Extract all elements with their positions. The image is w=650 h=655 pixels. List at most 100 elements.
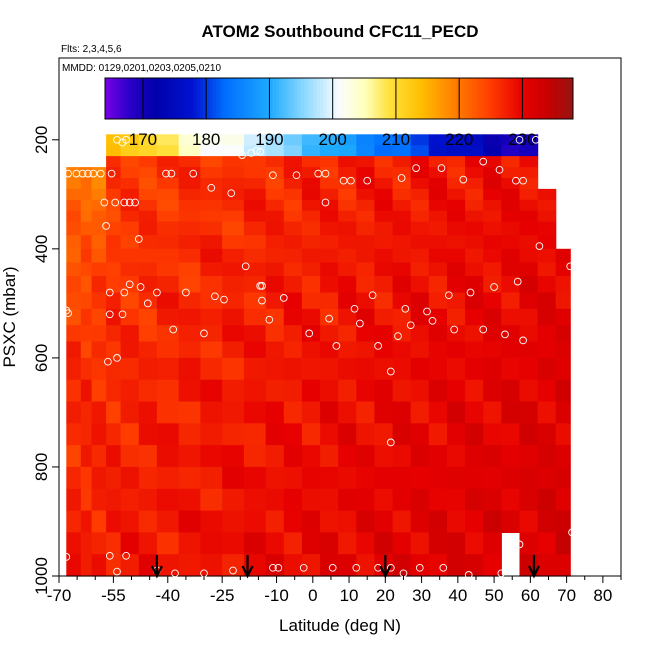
heatmap-cell [483,235,502,250]
sample-point [200,329,208,338]
heatmap-cell [222,401,245,424]
heatmap-cell [537,248,557,263]
heatmap-cell [447,134,466,146]
heatmap-cell [392,554,412,577]
sample-point [321,169,330,178]
sample-point [444,291,453,300]
colorbar-segment [433,78,438,119]
y-axis: 200 400 600 800 1000 [32,126,59,595]
heatmap-cell [555,401,571,424]
colorbar-segment [301,78,305,119]
heatmap-cell [356,445,375,468]
heatmap-cell [338,532,357,555]
heatmap-cell [301,510,321,533]
heatmap-cell [80,308,93,326]
colorbar-segment [484,78,489,119]
heatmap-cell [222,325,245,343]
sample-point [568,528,576,537]
heatmap-cell [537,379,557,403]
sample-point [72,169,81,178]
heatmap-cell [501,145,520,157]
heatmap-cell [156,379,180,403]
sample-point [531,135,540,144]
heatmap-cell [555,341,571,359]
heatmap-cell [447,325,466,343]
heatmap-cell [283,510,303,533]
sample-point [466,288,475,297]
x-axis: -70 -55 -40 -25 -10 0 10 20 30 40 50 60 70 80 [47,576,622,605]
heatmap-cell [356,188,375,201]
heatmap-cell [222,235,245,250]
heatmap-cell [178,262,202,277]
sample-point [386,367,395,376]
heatmap-cell [178,423,202,446]
heatmap-cell [410,379,430,403]
sample-point [64,309,72,318]
heatmap-cell [178,308,202,326]
heatmap-cell [91,488,107,512]
heatmap-cell [222,554,245,577]
heatmap-cell [519,134,539,146]
heatmap-cell [222,532,245,555]
heatmap-cell [410,325,430,343]
heatmap-cell [243,199,267,212]
sample-point [105,310,114,319]
heatmap-cell [222,488,245,512]
heatmap-cell [222,510,245,533]
dates-label: MMDD: 0129,0201,0203,0205,0210 [62,63,221,74]
heatmap-cell [178,134,202,146]
heatmap-cell [356,156,375,168]
heatmap-cell [447,167,466,179]
sample-point [229,566,237,575]
x-tick-label: -70 [47,586,72,605]
heatmap-cell [243,167,267,179]
heatmap-cell [428,308,448,326]
heatmap-cell [265,325,285,343]
heatmap-cell [120,292,140,310]
heatmap-cell [66,341,82,359]
heatmap-cell [301,210,321,223]
sample-point [171,569,179,578]
heatmap-cell [200,341,223,359]
heatmap-cell [156,532,180,555]
heatmap-cell [91,199,107,212]
heatmap-cell [265,292,285,310]
heatmap-cell [447,341,466,359]
heatmap-cell [243,210,267,223]
heatmap-cell [410,357,430,381]
heatmap-cell [447,423,466,446]
heatmap-cell [222,308,245,326]
heatmap-cell [66,292,82,310]
heatmap-cell [178,466,202,490]
colorbar-segment [544,78,549,119]
heatmap-cell [301,488,321,512]
heatmap-cell [501,325,520,343]
heatmap-cell [301,248,321,263]
heatmap-cell [483,357,502,381]
heatmap-cell [447,308,466,326]
colorbar-segment [193,78,198,119]
sample-point [368,291,377,300]
heatmap-cell [243,488,267,512]
colorbar-segment [376,78,381,119]
heatmap-cell [178,199,202,212]
heatmap-cell [519,178,539,190]
colorbar-segment [278,78,283,119]
colorbar-segment [405,78,409,119]
colorbar-segment [373,78,378,119]
heatmap-cell [519,357,539,381]
heatmap-cell [200,292,223,310]
heatmap-cell [301,325,321,343]
heatmap-cell [483,510,502,533]
colorbar-segment [297,78,302,119]
heatmap-cell [374,276,394,294]
colorbar-segment [364,78,368,119]
heatmap-cell [320,221,339,236]
heatmap-cell [301,221,321,236]
heatmap-cell [222,210,245,223]
colorbar-segment [307,78,311,119]
x-tick-label: 0 [308,586,317,605]
heatmap-cell [222,188,245,201]
x-tick-label: 20 [376,586,395,605]
